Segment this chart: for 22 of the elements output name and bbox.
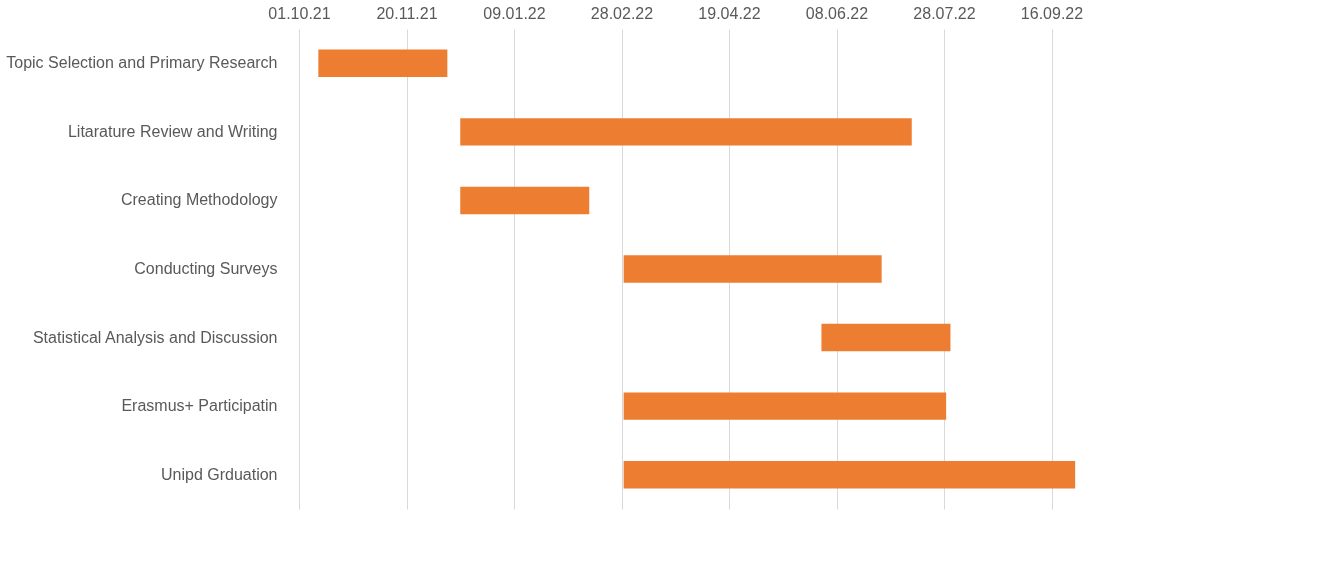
bar: [460, 118, 912, 146]
bar: [623, 255, 882, 283]
x-tick-label: 28.02.22: [590, 4, 654, 22]
x-tick-label: 01.10.21: [268, 4, 331, 22]
y-tick-label: Unipd Grduation: [160, 465, 278, 483]
x-tick-label: 28.07.22: [913, 4, 976, 22]
bar: [623, 461, 1076, 489]
y-tick-label: Erasmus+ Participatin: [121, 397, 278, 415]
bar: [460, 186, 590, 215]
y-tick-label: Litarature Review and Writing: [67, 122, 278, 140]
x-tick-label: 08.06.22: [805, 4, 869, 22]
bar: [821, 323, 951, 352]
y-tick-label: Statistical Analysis and Discussion: [32, 328, 278, 346]
bar: [623, 392, 947, 420]
x-tick-label: 19.04.22: [698, 4, 761, 22]
x-tick-label: 16.09.22: [1020, 4, 1084, 22]
x-tick-label: 20.11.21: [376, 4, 438, 22]
x-tick-label: 09.01.22: [483, 4, 546, 22]
y-tick-label: Topic Selection and Primary Research: [6, 54, 278, 72]
y-tick-label: Conducting Surveys: [134, 260, 278, 277]
bar: [318, 49, 448, 77]
y-tick-label: Creating Methodology: [120, 191, 278, 209]
